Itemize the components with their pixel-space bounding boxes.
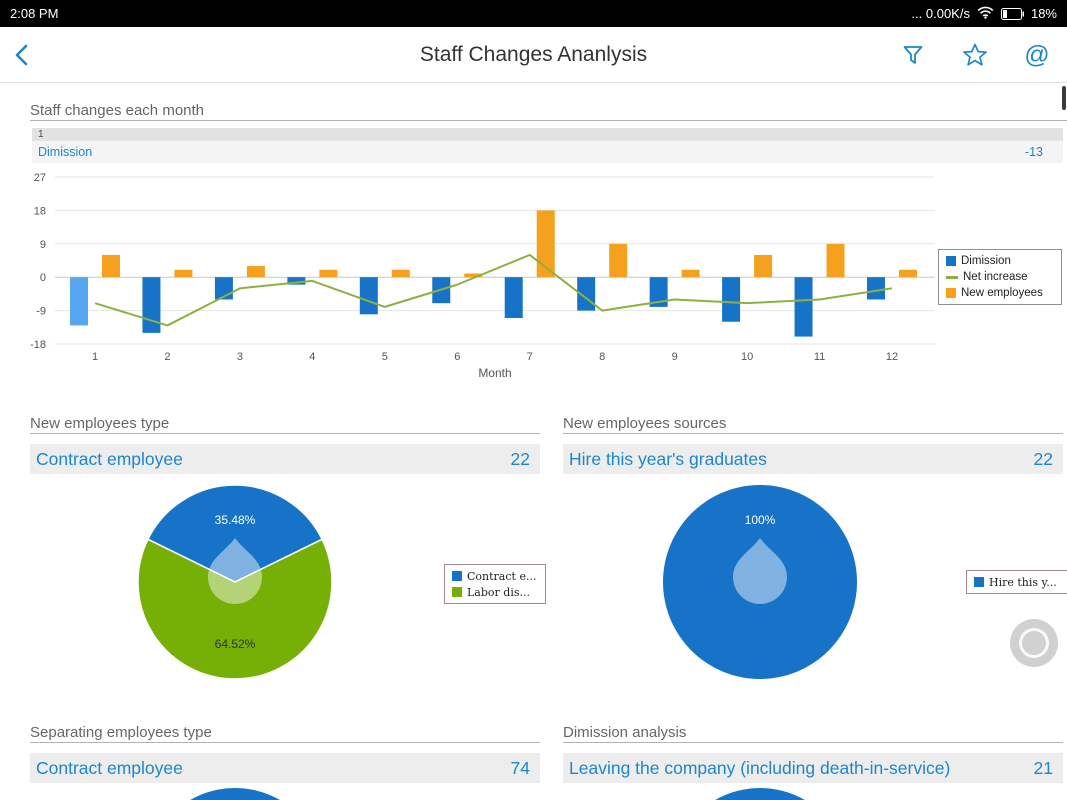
scrollbar-thumb[interactable] <box>1062 86 1066 110</box>
legend-item-new-employees: New employees <box>946 285 1054 301</box>
section-rule <box>30 742 540 743</box>
section-title-new-sources: New employees sources <box>563 415 727 432</box>
legend-item: Hire this y... <box>974 574 1060 590</box>
floating-action-button[interactable] <box>1010 619 1058 667</box>
section-title-new-type: New employees type <box>30 415 170 432</box>
legend-label: Dimission <box>961 255 1011 267</box>
legend-item-dimission: Dimission <box>946 253 1054 269</box>
row-label: Hire this year's graduates <box>569 448 767 469</box>
monthly-chart-legend: Dimission Net increase New employees <box>938 249 1062 305</box>
section-title-separating: Separating employees type <box>30 724 212 741</box>
svg-text:9: 9 <box>40 239 46 251</box>
svg-text:-9: -9 <box>36 306 46 318</box>
svg-text:-18: -18 <box>30 339 46 351</box>
legend-item: Contract e... <box>452 568 538 584</box>
svg-text:5: 5 <box>382 351 388 363</box>
svg-text:12: 12 <box>886 351 898 363</box>
section-rule <box>30 433 540 434</box>
row-value: 22 <box>510 448 530 469</box>
row-label: Leaving the company (including death-in-… <box>569 757 951 778</box>
legend-label: Labor dis... <box>467 585 530 599</box>
filter-button[interactable] <box>899 41 927 69</box>
svg-text:Month: Month <box>478 366 511 380</box>
svg-text:10: 10 <box>741 351 753 363</box>
svg-text:18: 18 <box>34 205 46 217</box>
svg-text:4: 4 <box>309 351 315 363</box>
mini-row-label: Dimission <box>38 145 93 159</box>
svg-text:0: 0 <box>40 272 46 284</box>
separating-pie-partial <box>145 788 325 800</box>
nav-bar: Staff Changes Ananlysis @ <box>0 27 1067 83</box>
new-type-pie-legend: Contract e... Labor dis... <box>444 564 546 604</box>
status-bar: 2:08 PM ... 0.00K/s 18% <box>0 0 1067 27</box>
svg-text:3: 3 <box>237 351 243 363</box>
mini-table-header: 1 <box>32 128 1063 141</box>
net-increase-line-icon <box>946 275 958 279</box>
svg-text:6: 6 <box>454 351 460 363</box>
legend-label: Hire this y... <box>989 575 1057 589</box>
pie-new-sources[interactable]: 100% <box>662 484 858 680</box>
svg-text:64.52%: 64.52% <box>215 637 256 651</box>
row-label: Contract employee <box>36 448 183 469</box>
row-value: 21 <box>1033 757 1053 778</box>
dimission-summary-row[interactable]: Leaving the company (including death-in-… <box>563 753 1063 783</box>
mini-row-value: -13 <box>1024 145 1043 159</box>
clock: 2:08 PM <box>10 6 59 21</box>
row-value: 22 <box>1033 448 1053 469</box>
new-employees-swatch-icon <box>946 288 956 298</box>
back-button[interactable] <box>8 41 36 69</box>
svg-text:1: 1 <box>92 351 98 363</box>
battery-icon <box>1000 7 1024 20</box>
legend-item-net-increase: Net increase <box>946 269 1054 285</box>
legend-label: New employees <box>961 287 1043 299</box>
new-sources-summary-row[interactable]: Hire this year's graduates 22 <box>563 444 1063 474</box>
hire-swatch-icon <box>974 577 984 587</box>
dimission-pie-partial <box>670 788 850 800</box>
legend-item: Labor dis... <box>452 584 538 600</box>
labor-swatch-icon <box>452 587 462 597</box>
legend-label: Contract e... <box>467 569 537 583</box>
contract-swatch-icon <box>452 571 462 581</box>
section-rule <box>563 742 1063 743</box>
new-type-summary-row[interactable]: Contract employee 22 <box>30 444 540 474</box>
section-title-monthly: Staff changes each month <box>30 102 205 119</box>
legend-label: Net increase <box>963 271 1028 283</box>
battery-percent: 18% <box>1030 6 1057 21</box>
svg-text:9: 9 <box>672 351 678 363</box>
svg-text:7: 7 <box>527 351 533 363</box>
favorite-button[interactable] <box>961 41 989 69</box>
new-sources-pie-legend: Hire this y... <box>966 570 1067 594</box>
page-title: Staff Changes Ananlysis <box>419 43 648 66</box>
section-rule <box>563 433 1063 434</box>
svg-text:2: 2 <box>164 351 170 363</box>
section-title-dimission: Dimission analysis <box>563 724 687 741</box>
mini-table-row: Dimission -13 <box>32 141 1063 163</box>
mention-button[interactable]: @ <box>1024 40 1050 69</box>
funnel-icon <box>903 46 923 64</box>
wifi-icon <box>977 6 994 22</box>
section-rule <box>30 120 1067 121</box>
svg-text:35.48%: 35.48% <box>215 513 256 527</box>
row-label: Contract employee <box>36 757 183 778</box>
svg-text:100%: 100% <box>745 513 776 527</box>
fab-circle-icon <box>1019 628 1049 658</box>
svg-text:27: 27 <box>34 172 46 184</box>
separating-summary-row[interactable]: Contract employee 74 <box>30 753 540 783</box>
network-speed: ... 0.00K/s <box>911 6 970 21</box>
dimission-swatch-icon <box>946 256 956 266</box>
row-value: 74 <box>510 757 530 778</box>
chevron-left-icon <box>15 44 28 66</box>
star-icon <box>963 43 987 66</box>
pie-new-type[interactable]: 35.48% 64.52% <box>137 484 333 680</box>
svg-text:11: 11 <box>814 351 825 363</box>
svg-text:8: 8 <box>599 351 605 363</box>
